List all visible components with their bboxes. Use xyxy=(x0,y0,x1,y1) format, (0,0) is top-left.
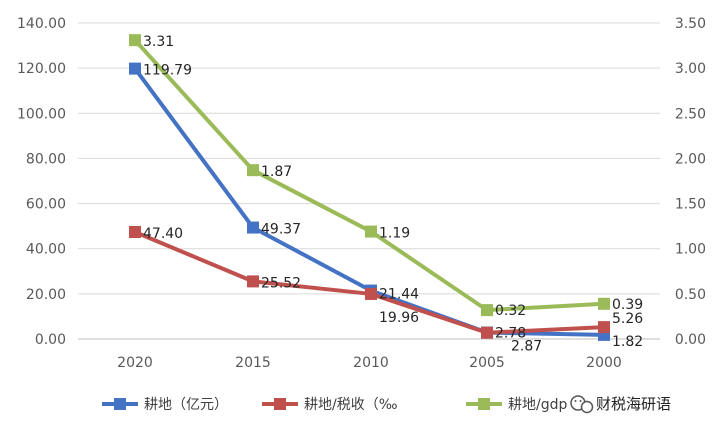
x-axis-ticks: 2020 2015 2010 2005 2000 xyxy=(117,355,622,371)
data-label: 3.31 xyxy=(143,34,174,50)
legend-entry: 耕地/gdp xyxy=(508,396,567,413)
data-label: 1.82 xyxy=(612,334,643,350)
legend-entry: 耕地（亿元） xyxy=(144,396,228,413)
series-line xyxy=(133,38,605,313)
data-label: 21.44 xyxy=(379,287,419,303)
data-labels: 119.79 49.37 21.44 2.87 1.82 47.40 25.52 19.96 2… xyxy=(143,34,643,354)
data-label: 1.87 xyxy=(261,164,292,180)
left-tick-label: 120.00 xyxy=(17,61,66,77)
watermark: 财税海研语 xyxy=(570,395,671,414)
left-tick-label: 0.00 xyxy=(35,332,66,348)
x-tick-label: 2000 xyxy=(586,355,622,371)
left-tick-label: 80.00 xyxy=(26,151,66,167)
right-tick-label: 0.50 xyxy=(675,287,706,303)
legend-entry: 耕地/税收（‰ xyxy=(304,396,398,413)
left-tick-label: 60.00 xyxy=(26,197,66,213)
left-tick-label: 20.00 xyxy=(26,287,66,303)
data-label: 49.37 xyxy=(261,222,301,238)
data-point xyxy=(247,164,259,177)
data-label: 2.87 xyxy=(511,339,542,355)
data-point xyxy=(481,304,493,317)
left-tick-label: 40.00 xyxy=(26,242,66,258)
right-tick-label: 2.50 xyxy=(675,106,706,122)
right-tick-label: 0.00 xyxy=(675,332,706,348)
x-tick-label: 2020 xyxy=(117,355,153,371)
right-tick-label: 1.50 xyxy=(675,197,706,213)
data-label: 119.79 xyxy=(143,63,192,79)
data-point xyxy=(129,226,141,239)
data-point xyxy=(129,34,141,47)
series-layer xyxy=(129,34,610,341)
x-tick-label: 2010 xyxy=(353,355,389,371)
x-tick-label: 2005 xyxy=(469,355,505,371)
data-label: 5.26 xyxy=(612,311,643,327)
data-point xyxy=(598,297,610,310)
data-point xyxy=(481,326,493,339)
wechat-icon xyxy=(570,395,594,414)
series-line xyxy=(134,230,605,335)
data-label: 2.78 xyxy=(495,326,526,342)
data-label: 47.40 xyxy=(143,226,183,242)
legend: 耕地（亿元） 耕地/税收（‰ 耕地/gdp xyxy=(102,396,567,413)
x-tick-label: 2015 xyxy=(235,355,271,371)
data-point xyxy=(129,62,141,75)
watermark-text: 财税海研语 xyxy=(596,395,671,413)
right-axis-ticks: 0.00 0.50 1.00 1.50 2.00 2.50 3.00 3.50 xyxy=(675,16,706,348)
legend-marker xyxy=(478,398,490,410)
data-point xyxy=(247,275,259,288)
data-label: 1.19 xyxy=(379,226,410,242)
data-label: 0.32 xyxy=(495,303,526,319)
right-tick-label: 3.00 xyxy=(675,61,706,77)
left-tick-label: 140.00 xyxy=(17,16,66,32)
data-point xyxy=(365,287,377,300)
data-point xyxy=(365,225,377,238)
right-tick-label: 3.50 xyxy=(675,16,706,32)
data-label: 25.52 xyxy=(261,275,301,291)
legend-marker xyxy=(114,398,126,410)
data-point xyxy=(598,321,610,334)
data-label: 19.96 xyxy=(379,310,419,326)
right-tick-label: 2.00 xyxy=(675,151,706,167)
legend-marker xyxy=(274,398,286,410)
data-point xyxy=(247,221,259,234)
left-tick-label: 100.00 xyxy=(17,106,66,122)
data-label: 0.39 xyxy=(612,297,643,313)
left-axis-ticks: 0.00 20.00 40.00 60.00 80.00 100.00 120.00 140.… xyxy=(17,16,66,348)
right-tick-label: 1.00 xyxy=(675,242,706,258)
